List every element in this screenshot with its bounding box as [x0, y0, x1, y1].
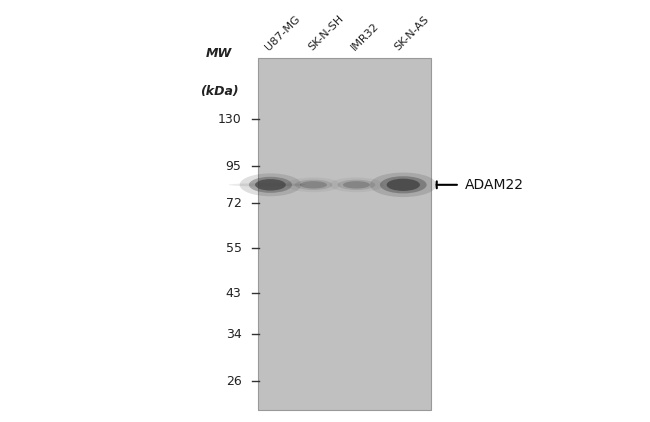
Ellipse shape [300, 181, 327, 189]
Ellipse shape [255, 179, 286, 191]
Text: 72: 72 [226, 197, 242, 210]
Ellipse shape [249, 177, 292, 193]
Ellipse shape [294, 180, 332, 190]
Text: ADAM22: ADAM22 [465, 178, 524, 192]
Ellipse shape [343, 181, 370, 189]
Text: U87-MG: U87-MG [263, 14, 302, 52]
Text: (kDa): (kDa) [200, 85, 239, 97]
Ellipse shape [337, 180, 375, 190]
Text: 26: 26 [226, 375, 242, 387]
Ellipse shape [330, 178, 384, 192]
Ellipse shape [387, 179, 420, 191]
Ellipse shape [229, 183, 306, 187]
FancyBboxPatch shape [257, 58, 431, 410]
Ellipse shape [370, 173, 437, 197]
Ellipse shape [240, 173, 301, 196]
Text: IMR32: IMR32 [349, 20, 381, 52]
Text: SK-N-AS: SK-N-AS [393, 14, 431, 52]
Text: 130: 130 [218, 113, 242, 126]
Text: 34: 34 [226, 327, 242, 341]
Text: 43: 43 [226, 287, 242, 300]
Ellipse shape [380, 176, 426, 193]
Text: 55: 55 [226, 242, 242, 255]
Ellipse shape [287, 178, 341, 192]
Text: 95: 95 [226, 160, 242, 173]
Text: MW: MW [206, 47, 232, 60]
Text: SK-N-SH: SK-N-SH [306, 13, 345, 52]
